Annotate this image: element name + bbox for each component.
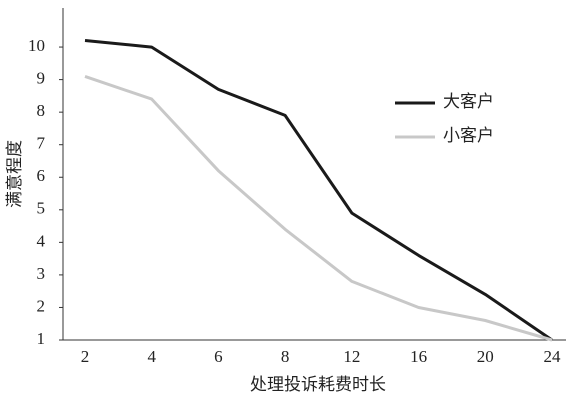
x-tick-label: 16	[410, 347, 427, 366]
legend-label: 大客户	[443, 92, 494, 111]
y-tick-label: 6	[37, 166, 46, 185]
y-axis-label: 满意程度	[5, 140, 24, 208]
legend-label: 小客户	[443, 126, 494, 145]
line-series	[84, 74, 553, 342]
line-series	[84, 39, 553, 342]
x-tick-label: 2	[81, 347, 90, 366]
x-tick-label: 4	[147, 347, 156, 366]
y-tick-label: 10	[28, 36, 45, 55]
x-tick-label: 20	[477, 347, 494, 366]
y-tick-label: 4	[37, 231, 46, 250]
y-tick-label: 3	[37, 264, 46, 283]
x-tick-label: 6	[214, 347, 223, 366]
y-tick-label: 2	[37, 296, 46, 315]
y-tick-label: 8	[37, 101, 46, 120]
x-tick-label: 12	[343, 347, 360, 366]
y-tick-label: 7	[37, 134, 46, 153]
x-tick-label: 8	[281, 347, 290, 366]
x-axis-label: 处理投诉耗费时长	[250, 375, 386, 394]
y-tick-label: 5	[37, 199, 46, 218]
x-tick-label: 24	[544, 347, 562, 366]
y-tick-label: 1	[37, 329, 46, 348]
y-tick-label: 9	[37, 69, 46, 88]
